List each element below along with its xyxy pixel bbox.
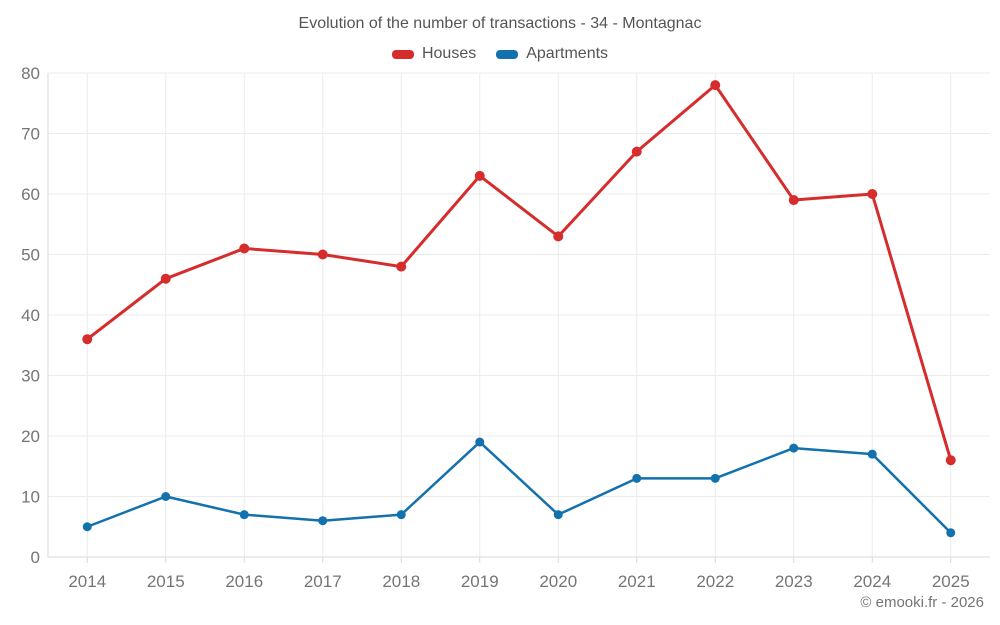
y-axis-tick-label: 80 — [21, 64, 40, 83]
x-axis-tick-label: 2020 — [539, 572, 577, 591]
x-axis-tick-label: 2025 — [932, 572, 970, 591]
data-point-apartments-2021[interactable] — [632, 473, 642, 483]
data-point-houses-2021[interactable] — [631, 146, 642, 157]
y-axis-tick-label: 70 — [21, 125, 40, 144]
y-axis-tick-label: 50 — [21, 246, 40, 265]
data-point-houses-2024[interactable] — [867, 189, 878, 199]
x-axis-tick-label: 2014 — [68, 572, 106, 591]
legend-label-houses: Houses — [421, 45, 477, 62]
data-point-apartments-2024[interactable] — [867, 449, 877, 459]
x-axis-tick-label: 2016 — [225, 572, 263, 591]
x-axis-tick-label: 2021 — [618, 572, 656, 591]
chart-legend: Houses Apartments — [0, 45, 1000, 63]
data-point-houses-2019[interactable] — [474, 170, 485, 181]
x-axis-tick-label: 2015 — [147, 572, 185, 591]
x-axis-tick-label: 2023 — [775, 572, 813, 591]
data-point-houses-2016[interactable] — [239, 243, 250, 254]
series-line-apartments — [86, 440, 952, 535]
y-axis-tick-label: 20 — [21, 427, 40, 446]
data-point-apartments-2025[interactable] — [946, 528, 956, 538]
legend-swatch-houses-icon — [391, 49, 414, 59]
legend-label-apartments: Apartments — [526, 45, 609, 62]
data-point-houses-2015[interactable] — [160, 273, 171, 284]
y-axis-tick-label: 0 — [31, 548, 40, 567]
footer-credit: © emooki.fr - 2026 — [860, 594, 984, 611]
legend-item-houses[interactable]: Houses — [391, 45, 477, 63]
data-point-apartments-2015[interactable] — [161, 492, 171, 501]
data-point-houses-2022[interactable] — [710, 80, 721, 91]
data-point-apartments-2020[interactable] — [553, 510, 563, 520]
x-axis-tick-label: 2019 — [461, 572, 499, 591]
data-point-apartments-2018[interactable] — [396, 510, 406, 520]
legend-swatch-apartments-icon — [496, 49, 519, 59]
data-point-houses-2018[interactable] — [396, 261, 407, 272]
data-point-houses-2023[interactable] — [788, 195, 799, 206]
data-point-apartments-2014[interactable] — [82, 522, 92, 532]
data-point-apartments-2017[interactable] — [318, 516, 328, 526]
data-point-houses-2017[interactable] — [317, 249, 328, 260]
data-point-apartments-2019[interactable] — [475, 437, 485, 447]
data-point-apartments-2022[interactable] — [710, 473, 720, 483]
y-axis-tick-label: 10 — [21, 488, 40, 507]
legend-item-apartments[interactable]: Apartments — [496, 45, 608, 63]
x-axis-tick-label: 2018 — [382, 572, 420, 591]
data-point-houses-2020[interactable] — [553, 231, 564, 242]
y-axis-tick-label: 60 — [21, 185, 40, 204]
data-point-apartments-2016[interactable] — [239, 510, 249, 520]
x-axis-tick-label: 2022 — [696, 572, 734, 591]
data-point-houses-2025[interactable] — [945, 455, 956, 466]
chart-title: Evolution of the number of transactions … — [298, 15, 702, 32]
series-line-houses — [85, 83, 953, 462]
data-point-houses-2014[interactable] — [82, 334, 93, 345]
y-axis-tick-label: 30 — [21, 367, 40, 386]
x-axis-tick-label: 2017 — [304, 572, 342, 591]
y-axis-tick-label: 40 — [21, 306, 40, 325]
data-point-apartments-2023[interactable] — [789, 443, 799, 453]
x-axis-tick-label: 2024 — [853, 572, 891, 591]
